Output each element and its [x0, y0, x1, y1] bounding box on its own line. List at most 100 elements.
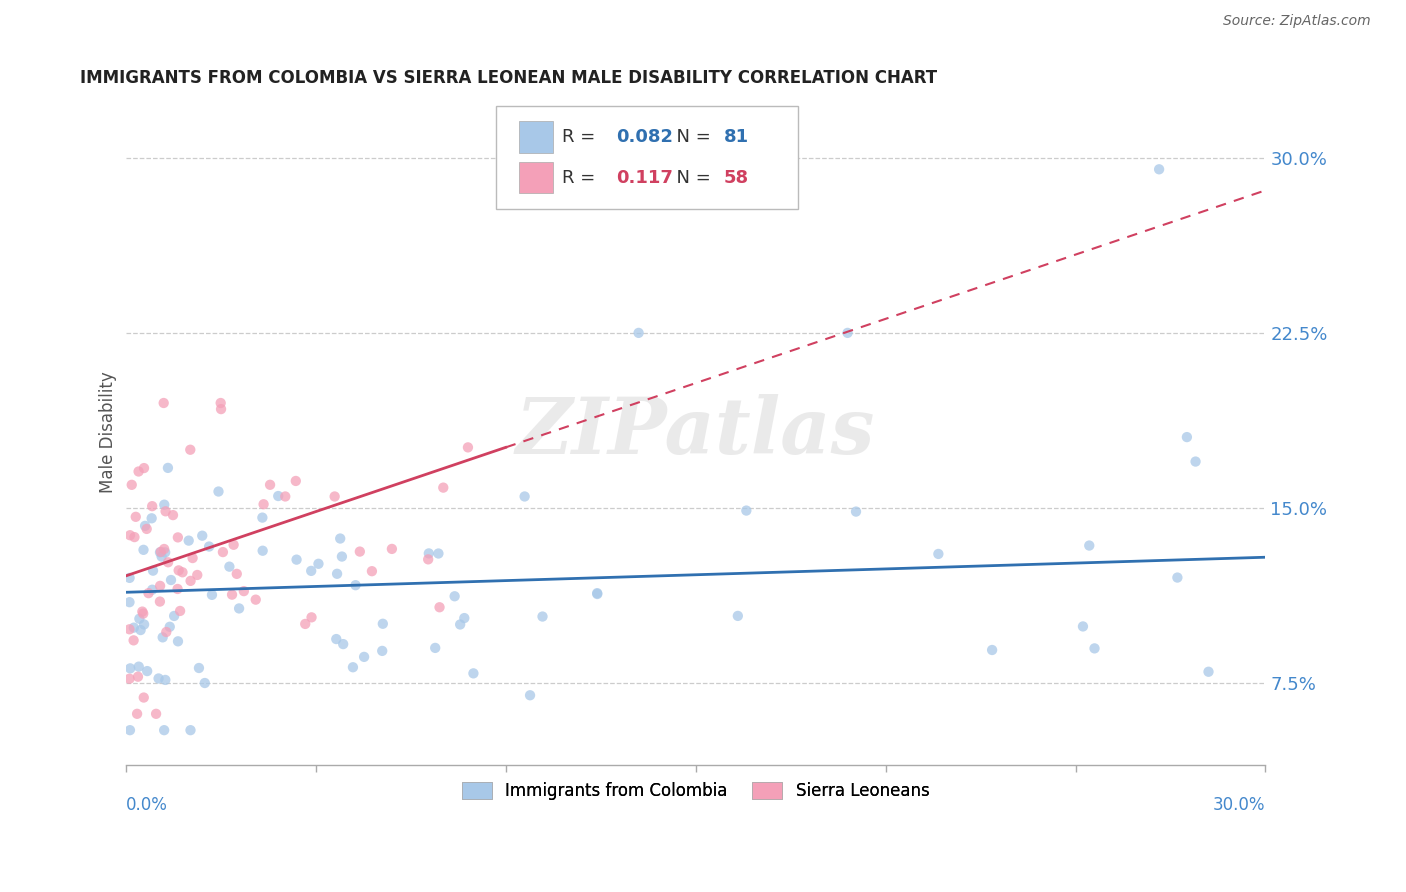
Point: [118, 622, 141, 636]
Text: N =: N =: [665, 128, 716, 146]
Point: [148, 672, 170, 686]
Point: [128, 612, 150, 626]
Point: [221, 588, 243, 602]
Point: [180, 574, 202, 588]
Point: [308, 557, 330, 571]
Point: [186, 568, 208, 582]
Point: [513, 490, 536, 504]
Point: [325, 632, 347, 646]
Point: [167, 530, 190, 544]
Point: [149, 545, 172, 559]
Point: [141, 499, 163, 513]
Point: [981, 643, 1004, 657]
Point: [194, 676, 217, 690]
Point: [519, 688, 541, 702]
Point: [162, 508, 184, 522]
Point: [159, 620, 181, 634]
Text: ZIPatlas: ZIPatlas: [516, 394, 876, 470]
Text: R =: R =: [562, 169, 607, 186]
Point: [294, 616, 316, 631]
Point: [330, 549, 353, 564]
Point: [1166, 570, 1188, 584]
Point: [267, 489, 290, 503]
Legend: Immigrants from Colombia, Sierra Leoneans: Immigrants from Colombia, Sierra Leonean…: [456, 775, 936, 807]
Point: [349, 544, 371, 558]
Point: [153, 545, 176, 559]
Point: [132, 461, 155, 475]
Point: [152, 631, 174, 645]
Point: [463, 666, 485, 681]
Point: [121, 478, 143, 492]
Text: R =: R =: [562, 128, 602, 146]
Point: [128, 659, 150, 673]
Point: [198, 540, 221, 554]
Point: [155, 625, 177, 640]
Point: [418, 546, 440, 560]
Text: IMMIGRANTS FROM COLOMBIA VS SIERRA LEONEAN MALE DISABILITY CORRELATION CHART: IMMIGRANTS FROM COLOMBIA VS SIERRA LEONE…: [80, 69, 938, 87]
Point: [285, 552, 308, 566]
Point: [169, 604, 191, 618]
Point: [531, 609, 554, 624]
Point: [155, 504, 177, 518]
Point: [344, 578, 367, 592]
Bar: [519, 162, 553, 194]
Text: N =: N =: [665, 169, 716, 186]
Point: [418, 552, 440, 566]
Text: 58: 58: [724, 169, 749, 186]
Point: [167, 634, 190, 648]
Point: [586, 586, 609, 600]
Point: [118, 595, 141, 609]
Point: [132, 542, 155, 557]
Point: [167, 563, 190, 577]
Point: [179, 723, 201, 738]
Point: [131, 605, 153, 619]
Point: [232, 584, 254, 599]
Point: [381, 541, 404, 556]
Point: [141, 582, 163, 597]
Point: [449, 617, 471, 632]
Point: [118, 672, 141, 686]
Point: [145, 706, 167, 721]
Point: [181, 551, 204, 566]
Text: 81: 81: [724, 128, 749, 146]
Point: [299, 564, 322, 578]
FancyBboxPatch shape: [496, 106, 799, 209]
Point: [627, 326, 650, 340]
Point: [149, 594, 172, 608]
Point: [149, 579, 172, 593]
Point: [122, 633, 145, 648]
Point: [120, 661, 142, 675]
Point: [342, 660, 364, 674]
Point: [177, 533, 200, 548]
Point: [1175, 430, 1198, 444]
Point: [845, 505, 868, 519]
Point: [332, 637, 354, 651]
Y-axis label: Male Disability: Male Disability: [100, 371, 117, 493]
Text: 0.082: 0.082: [616, 128, 673, 146]
Point: [132, 607, 155, 621]
Point: [118, 571, 141, 585]
Point: [132, 617, 155, 632]
Point: [166, 582, 188, 596]
Point: [586, 587, 609, 601]
Point: [252, 543, 274, 558]
Point: [245, 592, 267, 607]
Point: [427, 547, 450, 561]
Point: [252, 497, 274, 511]
Point: [142, 564, 165, 578]
Point: [209, 402, 232, 417]
Point: [443, 589, 465, 603]
Text: 0.0%: 0.0%: [125, 796, 167, 814]
Point: [1147, 162, 1170, 177]
Point: [160, 573, 183, 587]
Point: [1083, 641, 1105, 656]
Point: [150, 549, 173, 564]
Point: [1184, 454, 1206, 468]
Point: [425, 640, 447, 655]
Point: [188, 661, 211, 675]
Point: [125, 509, 148, 524]
Point: [134, 519, 156, 533]
Point: [138, 586, 160, 600]
Point: [172, 566, 194, 580]
Point: [179, 442, 201, 457]
